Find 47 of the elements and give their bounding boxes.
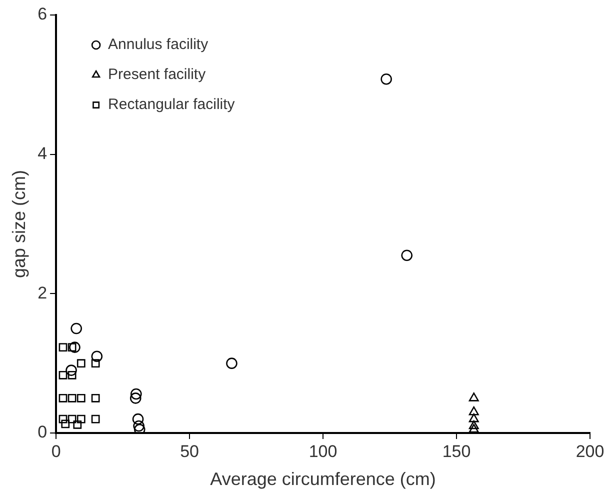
point <box>380 73 392 85</box>
point <box>468 420 479 430</box>
point <box>68 394 76 402</box>
point <box>61 420 70 428</box>
point <box>68 414 76 424</box>
point <box>58 394 68 402</box>
x-tick-label: 200 <box>576 442 604 461</box>
x-tick-label: 50 <box>180 442 199 461</box>
point <box>468 392 479 402</box>
x-axis-title: Average circumference (cm) <box>210 469 436 490</box>
point <box>91 350 103 362</box>
point <box>226 358 238 369</box>
point <box>69 342 80 353</box>
point <box>134 424 146 433</box>
legend-label: Rectangular facility <box>108 96 236 114</box>
y-tick-label: 0 <box>38 422 48 442</box>
point <box>91 359 100 368</box>
point <box>58 343 68 352</box>
point <box>76 359 86 368</box>
legend-label: Annulus facility <box>108 36 209 54</box>
point <box>468 406 479 416</box>
y-tick-label: 6 <box>38 4 48 24</box>
point <box>58 414 68 424</box>
x-tick-label: 150 <box>442 442 471 461</box>
legend-label: Present facility <box>108 66 206 84</box>
point <box>68 343 76 352</box>
point <box>130 392 142 404</box>
point <box>76 394 86 402</box>
point <box>468 424 479 433</box>
point <box>91 394 100 402</box>
point <box>68 370 76 380</box>
point <box>91 414 100 424</box>
point <box>130 388 142 400</box>
point <box>76 414 86 424</box>
point <box>58 370 68 380</box>
point <box>468 413 479 422</box>
y-tick-label: 2 <box>38 283 48 302</box>
y-axis-title: gap size (cm) <box>8 170 29 278</box>
x-tick-label: 100 <box>308 442 338 461</box>
point <box>73 420 82 429</box>
point <box>401 250 413 261</box>
point <box>66 364 77 376</box>
point <box>132 413 144 425</box>
y-tick-label: 4 <box>38 144 48 164</box>
point <box>133 420 144 432</box>
x-tick-label: 0 <box>51 442 61 461</box>
point <box>70 322 82 334</box>
